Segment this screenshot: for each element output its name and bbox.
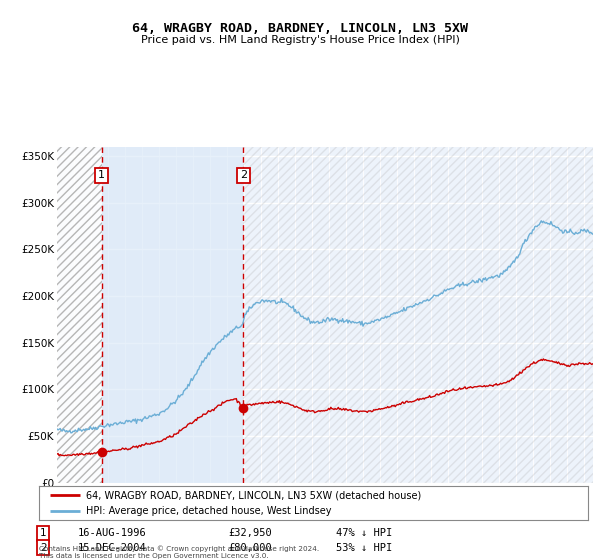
Text: 16-AUG-1996: 16-AUG-1996 [78, 528, 147, 538]
Bar [57, 147, 101, 483]
Text: 2: 2 [40, 543, 47, 553]
Text: 64, WRAGBY ROAD, BARDNEY, LINCOLN, LN3 5XW: 64, WRAGBY ROAD, BARDNEY, LINCOLN, LN3 5… [132, 22, 468, 35]
Text: 15-DEC-2004: 15-DEC-2004 [78, 543, 147, 553]
Text: £80,000: £80,000 [228, 543, 272, 553]
Text: 64, WRAGBY ROAD, BARDNEY, LINCOLN, LN3 5XW (detached house): 64, WRAGBY ROAD, BARDNEY, LINCOLN, LN3 5… [86, 490, 421, 500]
Text: 47% ↓ HPI: 47% ↓ HPI [336, 528, 392, 538]
Bar [101, 147, 244, 483]
Text: Price paid vs. HM Land Registry's House Price Index (HPI): Price paid vs. HM Land Registry's House … [140, 35, 460, 45]
Text: Contains HM Land Registry data © Crown copyright and database right 2024.
This d: Contains HM Land Registry data © Crown c… [39, 545, 319, 559]
Text: 1: 1 [98, 170, 105, 180]
Text: HPI: Average price, detached house, West Lindsey: HPI: Average price, detached house, West… [86, 506, 331, 516]
Bar [244, 147, 593, 483]
Text: 1: 1 [40, 528, 47, 538]
Text: 2: 2 [240, 170, 247, 180]
Text: 53% ↓ HPI: 53% ↓ HPI [336, 543, 392, 553]
Text: £32,950: £32,950 [228, 528, 272, 538]
